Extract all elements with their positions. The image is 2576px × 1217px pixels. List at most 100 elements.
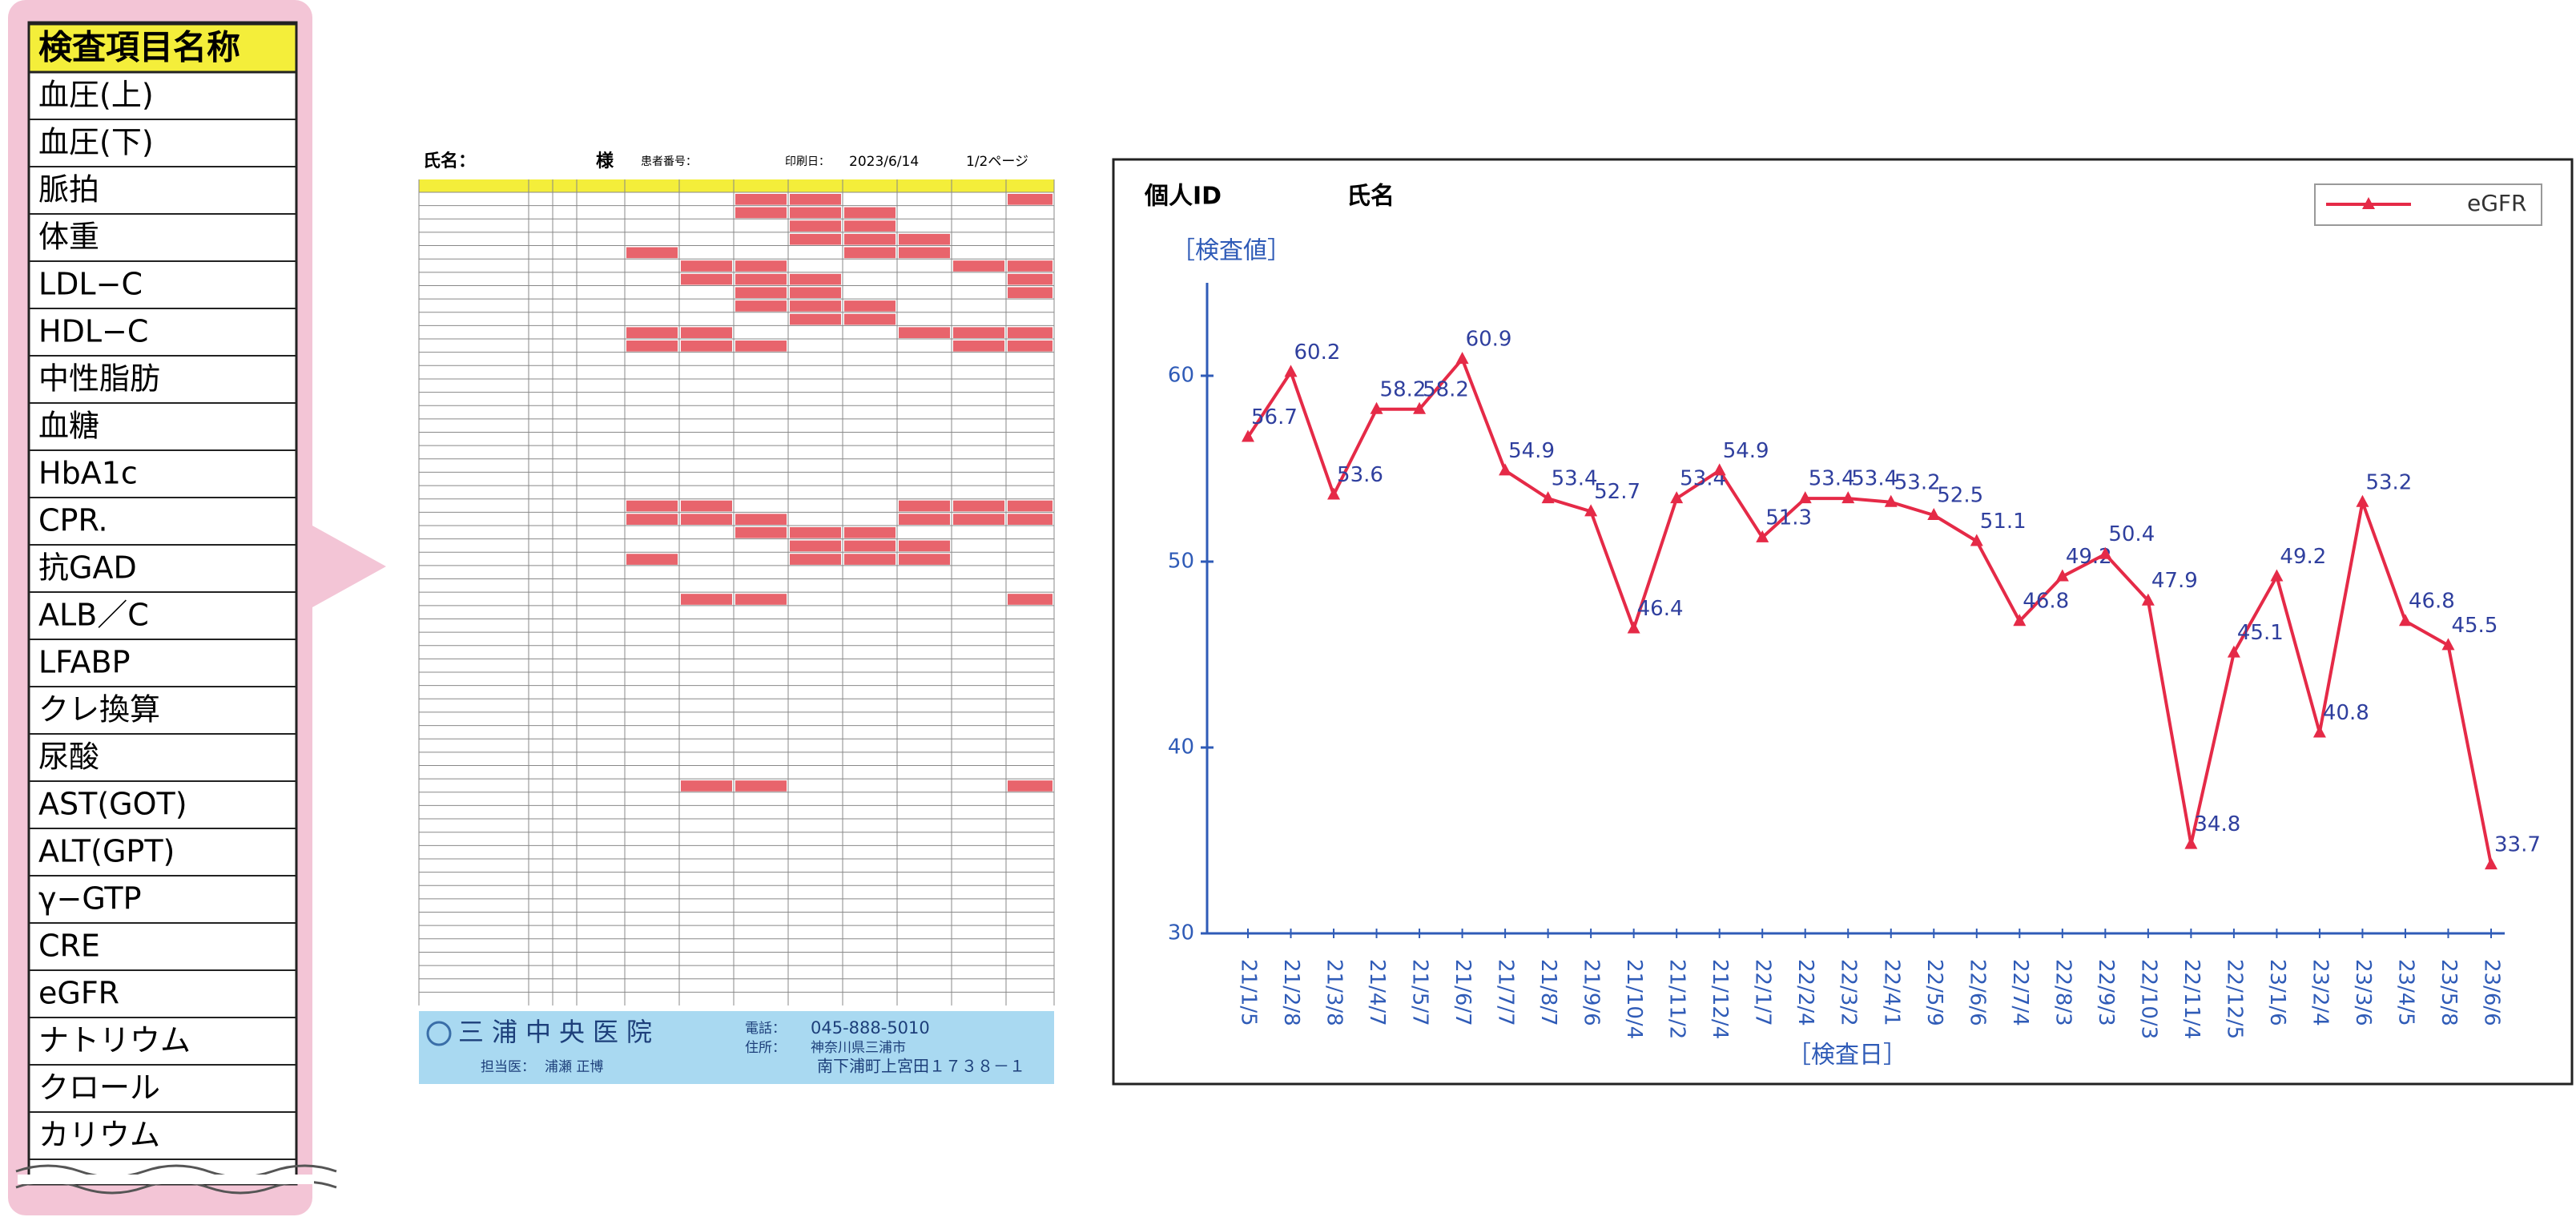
value-label: 47.9 [2151, 569, 2198, 593]
table-flag [735, 194, 787, 205]
value-label: 52.7 [1594, 480, 1640, 504]
item-name: 抗GAD [38, 550, 137, 586]
y-axis-label: ［検査値］ [1171, 237, 1291, 265]
table-flag [735, 514, 787, 525]
x-tick-label: 21/7/7 [1494, 959, 1518, 1026]
value-label: 54.9 [1508, 439, 1555, 463]
table-flag [790, 233, 841, 245]
point-marker [1927, 508, 1941, 520]
item-name: ALT(GPT) [38, 834, 175, 869]
point-marker [2312, 725, 2326, 738]
item-name: カリウム [38, 1118, 160, 1153]
table-flag [681, 594, 732, 605]
item-name: ALB／C [38, 598, 149, 633]
table-flag [1008, 594, 1053, 605]
item-list [27, 21, 298, 1186]
item-name: 尿酸 [38, 739, 99, 775]
table-flag [1008, 327, 1053, 339]
x-tick-label: 22/2/4 [1793, 959, 1817, 1026]
table-flag [681, 514, 732, 525]
item-name: クレ換算 [38, 692, 160, 727]
value-label: 34.8 [2194, 812, 2240, 836]
x-tick-label: 21/5/7 [1408, 959, 1432, 1026]
x-tick-label: 21/10/4 [1622, 959, 1646, 1039]
point-marker [1242, 429, 1254, 442]
point-marker [1584, 504, 1598, 517]
table-flag [953, 514, 1004, 525]
value-label: 60.9 [1466, 328, 1512, 352]
table-flag [626, 341, 678, 352]
table-flag [953, 341, 1004, 352]
table-flag [790, 300, 841, 312]
point-marker [1713, 463, 1726, 476]
table-flag [1008, 260, 1053, 272]
point-marker [2398, 614, 2412, 627]
table-flag [899, 540, 950, 552]
x-tick-label: 23/1/6 [2265, 959, 2289, 1026]
x-axis-label: ［検査日］ [1787, 1042, 1907, 1070]
table-flag [1008, 780, 1053, 792]
x-tick-label: 22/7/4 [2008, 959, 2032, 1026]
table-flag [844, 300, 896, 312]
point-marker [1284, 365, 1298, 377]
y-tick-label: 50 [1168, 550, 1194, 574]
value-label: 52.5 [1937, 484, 1983, 508]
table-flag [626, 514, 678, 525]
value-label: 45.1 [2237, 621, 2284, 645]
plot-area: 30 40 50 60 21/1/5 21/2/8 21/3/8 21/4/7 21/5/7 21… [1168, 283, 2541, 1039]
x-tick-label: 23/5/8 [2437, 959, 2461, 1026]
x-tick-label: 21/6/7 [1451, 959, 1475, 1026]
item-name: γ−GTP [38, 881, 142, 917]
value-label: 53.4 [1809, 467, 1855, 491]
x-tick-label: 22/11/4 [2180, 959, 2204, 1039]
item-name: クロール [38, 1070, 160, 1106]
table-flag [681, 780, 732, 792]
table-flag [1008, 514, 1053, 525]
value-label: 60.2 [1294, 341, 1341, 365]
table-flag [790, 207, 841, 219]
item-name: HDL−C [38, 314, 148, 349]
point-marker [1541, 491, 1555, 504]
value-label: 56.7 [1251, 405, 1298, 429]
point-marker [1884, 494, 1898, 507]
table-flag [790, 526, 841, 538]
item-name: ナトリウム [38, 1023, 191, 1058]
item-name: LFABP [38, 645, 131, 680]
x-tick-label: 22/4/1 [1879, 959, 1903, 1026]
table-flag [735, 273, 787, 285]
value-label: 53.6 [1337, 463, 1383, 487]
point-marker [2441, 638, 2455, 651]
table-flag [899, 327, 950, 339]
id-label: 個人ID [1144, 183, 1222, 211]
table-flag [626, 554, 678, 565]
report-thumbnail: 氏名： 様 患者番号： 印刷日： 2023/6/14 1/2ページ 三浦中央医院… [418, 151, 1055, 1084]
table-flag [844, 540, 896, 552]
item-name: 血糖 [38, 409, 99, 444]
value-label: 58.2 [1423, 377, 1469, 401]
x-tick-label: 21/2/8 [1279, 959, 1303, 1026]
table-flag [681, 500, 732, 512]
table-flag [735, 260, 787, 272]
table-flag [735, 341, 787, 352]
point-marker [1499, 463, 1512, 476]
x-tick-label: 22/6/6 [1965, 959, 1989, 1026]
value-label: 45.5 [2451, 614, 2498, 638]
table-flag [953, 500, 1004, 512]
item-header-bg [27, 22, 298, 74]
table-flag [1008, 341, 1053, 352]
point-marker [2485, 857, 2498, 870]
table-flag [899, 500, 950, 512]
point-marker [1627, 621, 1640, 634]
table-flag [626, 247, 678, 259]
item-name: 脈拍 [38, 172, 99, 208]
table-flag [790, 273, 841, 285]
point-marker [1670, 491, 1684, 504]
table-flag [844, 233, 896, 245]
point-marker [2270, 569, 2284, 582]
table-flag [844, 247, 896, 259]
value-label: 50.4 [2108, 522, 2155, 546]
table-flag [844, 554, 896, 565]
x-tick-label: 22/8/3 [2051, 959, 2075, 1026]
value-label: 53.4 [1851, 467, 1898, 491]
doctor-label: 担当医： [481, 1059, 535, 1075]
